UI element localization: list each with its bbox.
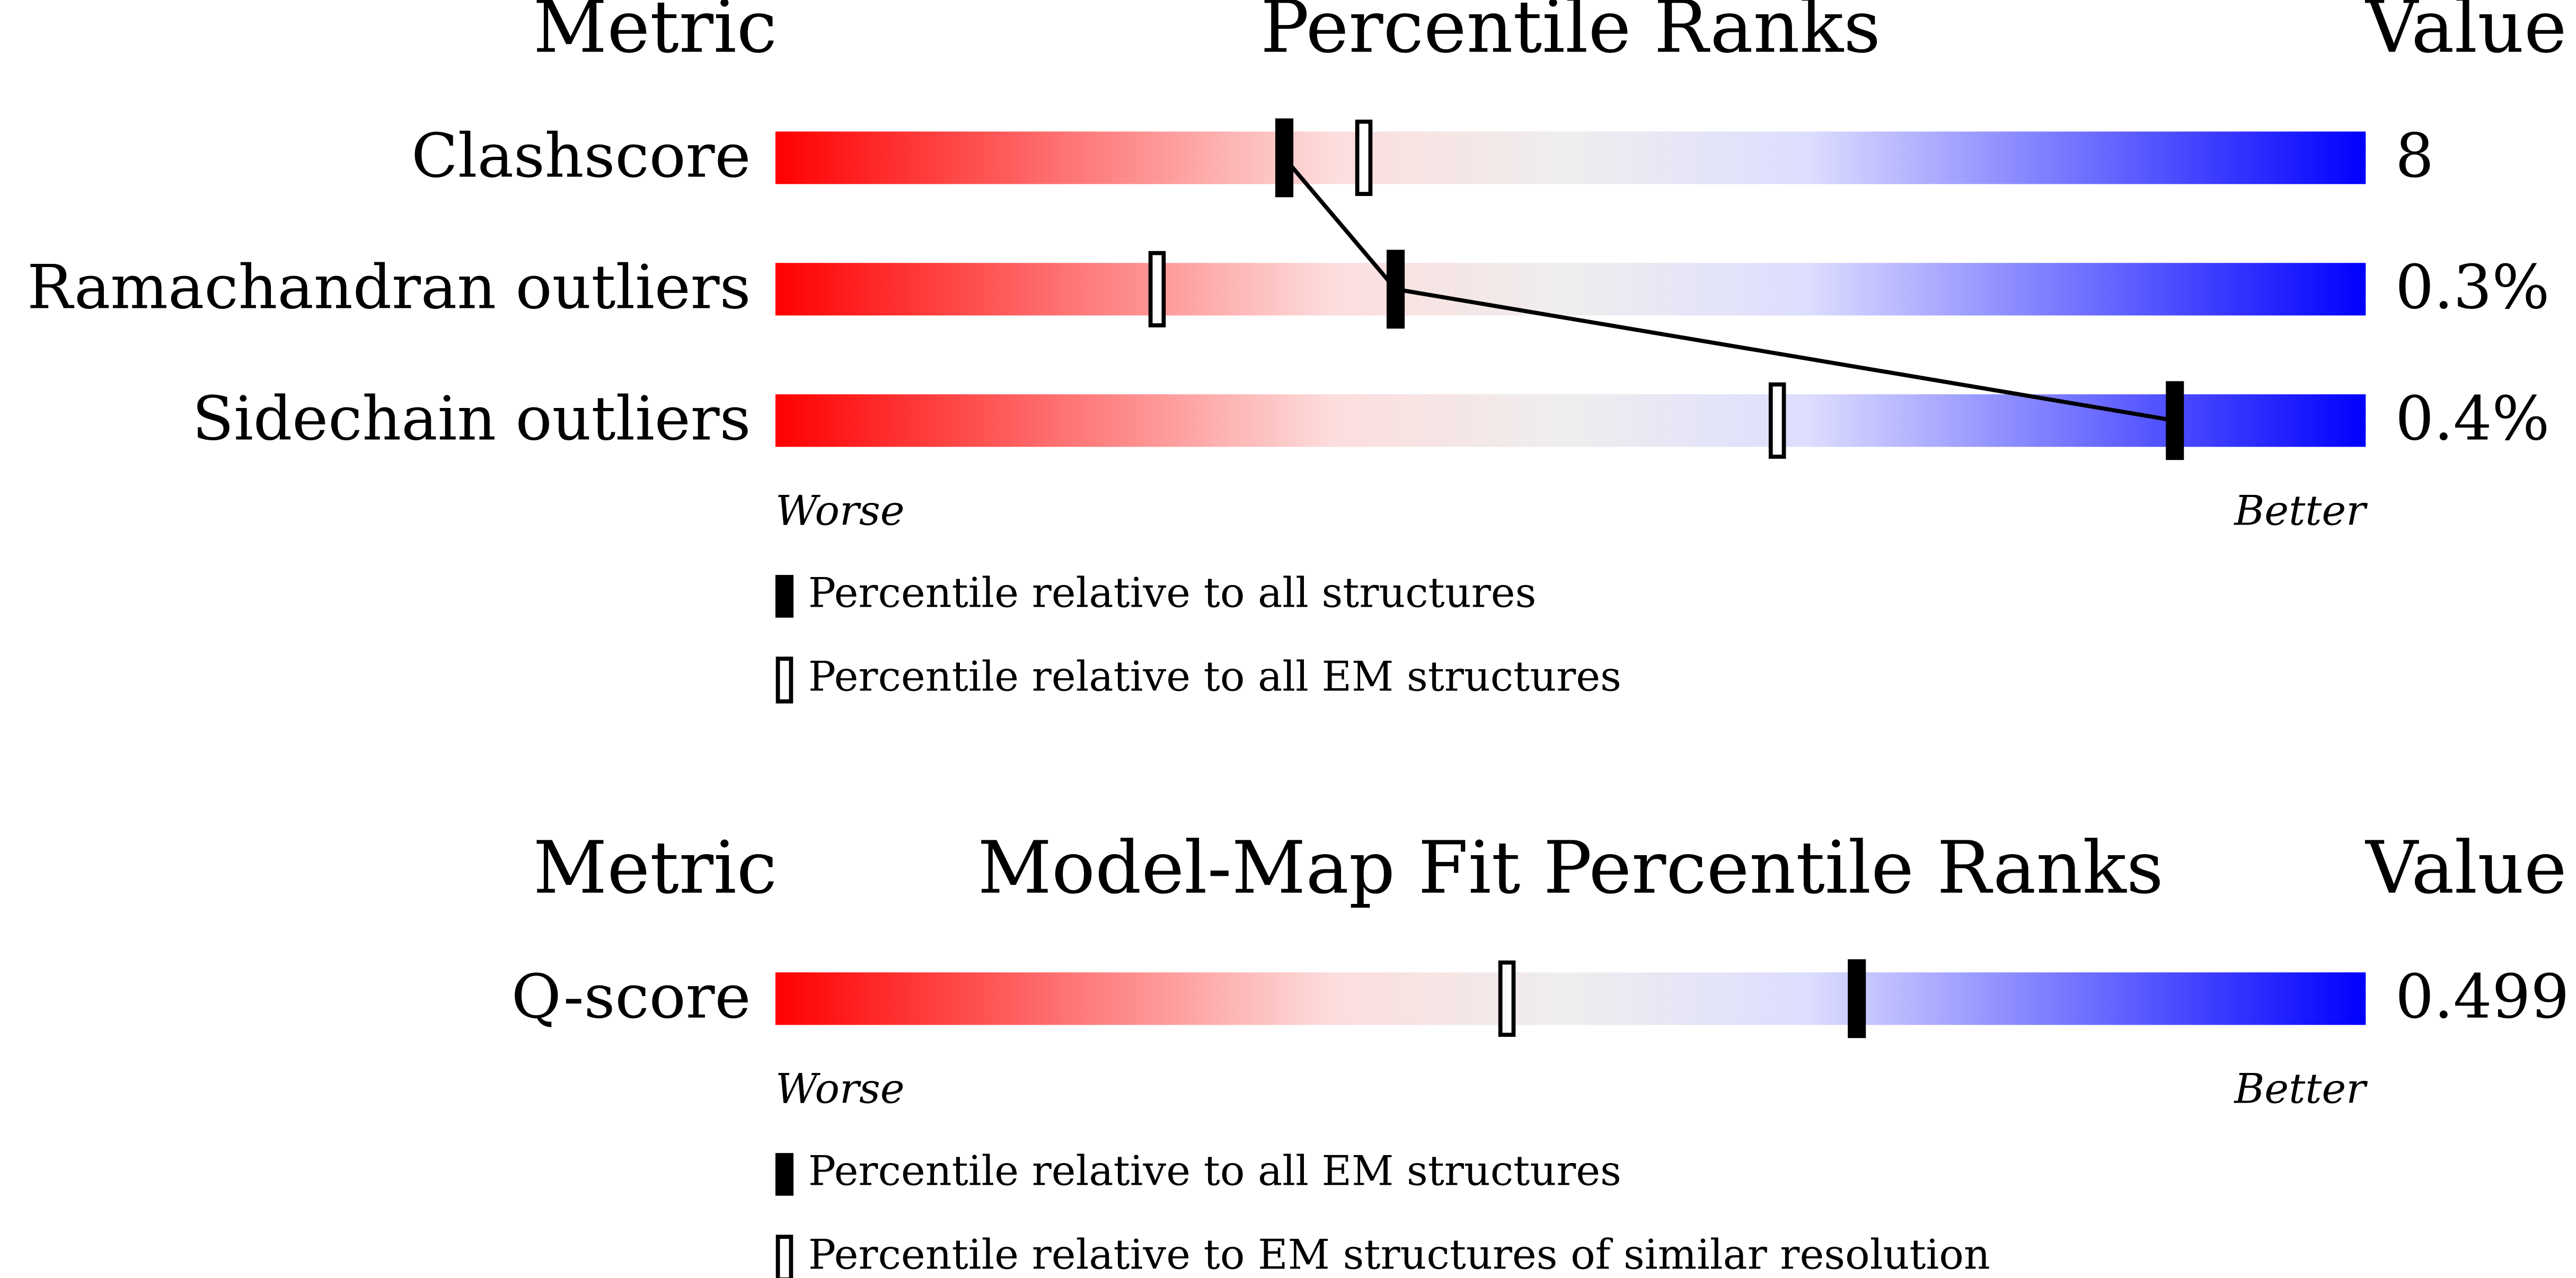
high-label: Better [2233, 487, 2368, 535]
legend-swatch [775, 1153, 794, 1196]
low-label: Worse [775, 487, 905, 535]
slider-bar [775, 972, 2366, 1025]
metric-label: Clashscore [411, 121, 751, 192]
legend-swatch [775, 575, 794, 618]
slider-bar [775, 131, 2366, 184]
slider-bar [775, 394, 2366, 447]
legend-swatch [775, 1235, 793, 1278]
metric-header: Metric [533, 0, 777, 69]
value-header: Value [2365, 826, 2566, 910]
legend-label: Percentile relative to all EM structures [808, 653, 1621, 700]
slider-panel: Metric Model-Map Fit Percentile Ranks Valu… [511, 826, 2569, 1278]
value-label: 0.3% [2395, 253, 2549, 323]
metric-label: Ramachandran outliers [27, 253, 751, 323]
high-label: Better [2233, 1065, 2368, 1113]
percentile-marker [1768, 382, 1786, 459]
value-header: Value [2365, 0, 2566, 69]
value-label: 0.499 [2395, 962, 2569, 1032]
percentile-marker [1848, 959, 1866, 1039]
value-label: 8 [2395, 121, 2434, 192]
legend-swatch [775, 656, 793, 704]
legend-label: Percentile relative to EM structures of … [808, 1231, 1990, 1278]
percentile-marker [1498, 960, 1516, 1037]
value-label: 0.4% [2395, 384, 2549, 454]
legend-label: Percentile relative to all EM structures [808, 1147, 1621, 1195]
percentile-marker [2166, 381, 2184, 460]
legend-label: Percentile relative to all structures [808, 569, 1536, 617]
metric-label: Sidechain outliers [192, 384, 751, 454]
percentile-marker [1148, 251, 1166, 327]
slider-panel: Metric Percentile Ranks Value Clashscore 8 Ra… [27, 0, 2567, 704]
percentile-marker [1275, 118, 1294, 198]
metric-header: Metric [533, 826, 777, 910]
percentile-marker [1355, 119, 1373, 196]
chart-title: Percentile Ranks [1260, 0, 1881, 69]
percentile-marker [1387, 250, 1405, 329]
metric-label: Q-score [511, 962, 751, 1032]
low-label: Worse [775, 1065, 905, 1113]
chart-title: Model-Map Fit Percentile Ranks [977, 826, 2163, 910]
slider-bar [775, 263, 2366, 316]
